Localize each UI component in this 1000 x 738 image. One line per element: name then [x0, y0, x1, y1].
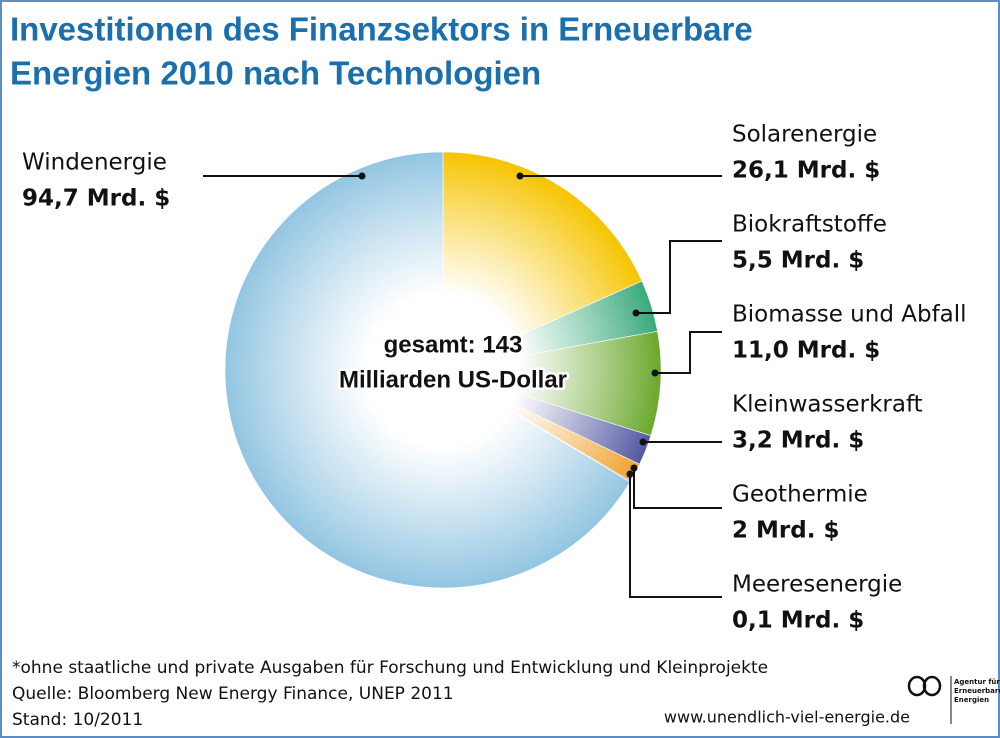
legend-label: Geothermie	[732, 482, 868, 508]
pie-slice	[224, 151, 631, 589]
logo-text: Erneuerbare	[954, 687, 1000, 695]
leader-line	[633, 468, 722, 509]
leader-dot	[516, 172, 524, 180]
logo: Agentur für Erneuerbare Energien	[907, 675, 1000, 724]
logo-text: Agentur für	[954, 678, 1000, 686]
leader-dot	[639, 438, 647, 446]
legend-label: Windenergie	[22, 150, 167, 176]
value-label: 11,0 Mrd. $	[732, 338, 880, 364]
value-label: 3,2 Mrd. $	[732, 428, 864, 454]
date: Stand: 10/2011	[12, 710, 143, 730]
legend-label: Meeresenergie	[732, 572, 902, 598]
pie	[224, 151, 662, 589]
leader-line	[636, 240, 722, 314]
leader-dot	[651, 369, 659, 377]
leader-dot	[632, 309, 640, 317]
chart-title: Investitionen des Finanzsektors in Erneu…	[10, 11, 753, 48]
chart-title: Energien 2010 nach Technologien	[10, 55, 541, 92]
center-label: gesamt: 143	[384, 331, 523, 358]
leader-lines	[203, 172, 722, 598]
value-label: 0,1 Mrd. $	[732, 608, 864, 634]
legend-label: Biomasse und Abfall	[732, 302, 967, 328]
value-label: 26,1 Mrd. $	[732, 158, 880, 184]
center-label: Milliarden US-Dollar	[339, 366, 567, 393]
logo-text: Energien	[954, 696, 989, 704]
website: www.unendlich-viel-energie.de	[664, 708, 910, 727]
source: Quelle: Bloomberg New Energy Finance, UN…	[12, 684, 454, 704]
leader-dot	[358, 172, 366, 180]
legend-label: Kleinwasserkraft	[732, 392, 923, 418]
value-label: 5,5 Mrd. $	[732, 248, 864, 274]
value-label: 94,7 Mrd. $	[22, 186, 170, 212]
pie-slice	[442, 330, 662, 437]
legend-label: Biokraftstoffe	[732, 212, 887, 238]
leader-dot	[626, 470, 634, 478]
leader-dot	[630, 464, 638, 472]
footnote: *ohne staatliche und private Ausgaben fü…	[12, 658, 768, 678]
legend-label: Solarenergie	[732, 122, 877, 148]
pie-slice	[442, 151, 643, 371]
value-label: 2 Mrd. $	[732, 518, 839, 544]
leader-line	[655, 331, 722, 374]
leader-line	[629, 474, 722, 598]
